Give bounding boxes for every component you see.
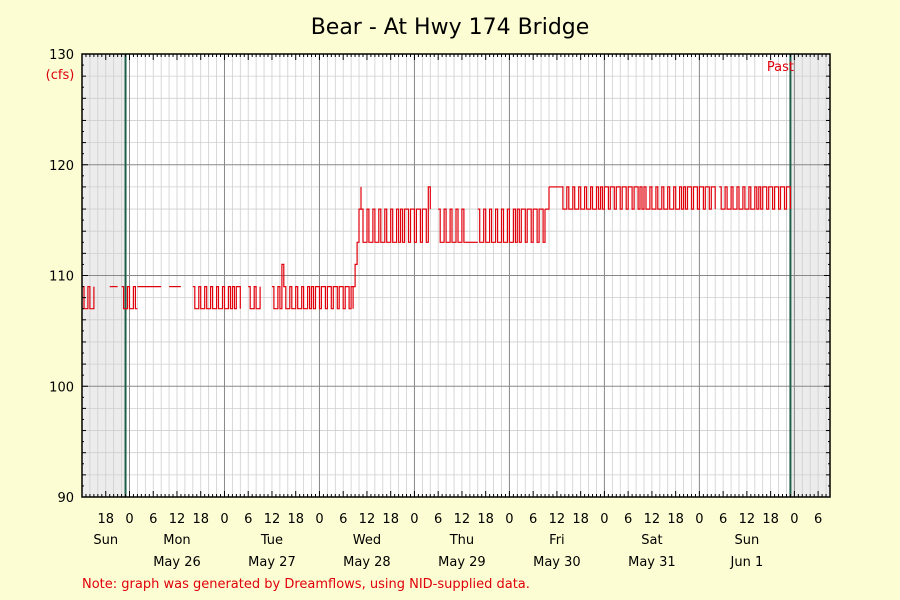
x-tick-label: 12 (359, 512, 376, 527)
x-tick-label: 18 (287, 512, 304, 527)
y-tick-label: 130 (49, 48, 74, 63)
flow-segment-9 (353, 186, 362, 288)
past-label: Past (767, 60, 794, 75)
date-label: May 30 (533, 555, 581, 570)
x-tick-label: 6 (434, 512, 442, 527)
x-tick-label: 12 (169, 512, 186, 527)
day-name-label: Sat (641, 533, 662, 548)
day-name-label: Sun (735, 533, 760, 548)
x-tick-label: 12 (644, 512, 661, 527)
day-name-label: Tue (260, 533, 283, 548)
x-tick-label: 12 (739, 512, 756, 527)
day-name-label: Sun (93, 533, 118, 548)
x-tick-label: 18 (667, 512, 684, 527)
x-tick-label: 6 (624, 512, 632, 527)
date-label: May 26 (153, 555, 201, 570)
axis-ticks (82, 54, 830, 497)
x-tick-label: 0 (505, 512, 513, 527)
y-axis-label: (cfs) (46, 68, 75, 83)
flow-segment-7 (248, 286, 261, 310)
x-tick-label: 0 (410, 512, 418, 527)
y-tick-label: 90 (57, 491, 74, 506)
y-tick-labels: 90 100 110 120 130 (49, 48, 74, 506)
y-tick-label: 100 (49, 380, 74, 395)
flow-segment-3 (121, 286, 138, 310)
flow-segment-11 (438, 208, 466, 243)
flow-segment-14 (545, 186, 550, 210)
x-tick-label: 18 (762, 512, 779, 527)
x-tick-label: 0 (315, 512, 323, 527)
y-tick-label: 120 (49, 159, 74, 174)
flow-segment-1 (82, 286, 95, 310)
flow-series (82, 186, 791, 310)
major-gridlines (82, 54, 830, 497)
x-tick-label: 0 (600, 512, 608, 527)
day-labels: Sun Mon May 26 Tue May 27 Wed May 28 Thu May 29 F… (93, 533, 763, 570)
day-name-label: Wed (353, 533, 381, 548)
x-tick-label: 0 (695, 512, 703, 527)
x-tick-label: 6 (719, 512, 727, 527)
x-tick-label: 6 (339, 512, 347, 527)
flow-segment-10 (361, 186, 431, 243)
flow-segment-8 (272, 263, 354, 310)
x-tick-label: 18 (382, 512, 399, 527)
date-label: May 29 (438, 555, 486, 570)
day-name-label: Fri (549, 533, 565, 548)
day-name-label: Thu (449, 533, 474, 548)
day-name-label: Mon (163, 533, 190, 548)
x-tick-label: 12 (549, 512, 566, 527)
x-tick-label: 18 (192, 512, 209, 527)
x-tick-label: 6 (529, 512, 537, 527)
x-tick-label: 12 (454, 512, 471, 527)
x-tick-label: 6 (814, 512, 822, 527)
x-tick-labels: 18 0 6 12 18 0 6 12 18 0 6 12 18 0 6 12 18 0 6 12 18 0 6 12 18 0 6… (97, 512, 822, 527)
x-tick-label: 6 (244, 512, 252, 527)
date-label: May 31 (628, 555, 676, 570)
x-tick-label: 0 (790, 512, 798, 527)
chart-title: Bear - At Hwy 174 Bridge (311, 15, 590, 40)
x-tick-label: 6 (149, 512, 157, 527)
y-tick-label: 110 (49, 270, 74, 285)
footer-note: Note: graph was generated by Dreamflows,… (82, 577, 530, 592)
flow-segment-13 (477, 208, 546, 243)
date-label: May 28 (343, 555, 391, 570)
x-tick-label: 18 (572, 512, 589, 527)
x-tick-label: 18 (477, 512, 494, 527)
x-tick-label: 18 (97, 512, 114, 527)
date-label: May 27 (248, 555, 296, 570)
x-tick-label: 0 (125, 512, 133, 527)
date-label: Jun 1 (730, 555, 764, 570)
x-tick-label: 0 (220, 512, 228, 527)
past-range-markers (124, 54, 792, 497)
flow-segment-17 (719, 186, 791, 210)
flow-segment-6 (192, 286, 241, 310)
flow-segment-16 (560, 186, 716, 210)
x-tick-label: 12 (264, 512, 281, 527)
